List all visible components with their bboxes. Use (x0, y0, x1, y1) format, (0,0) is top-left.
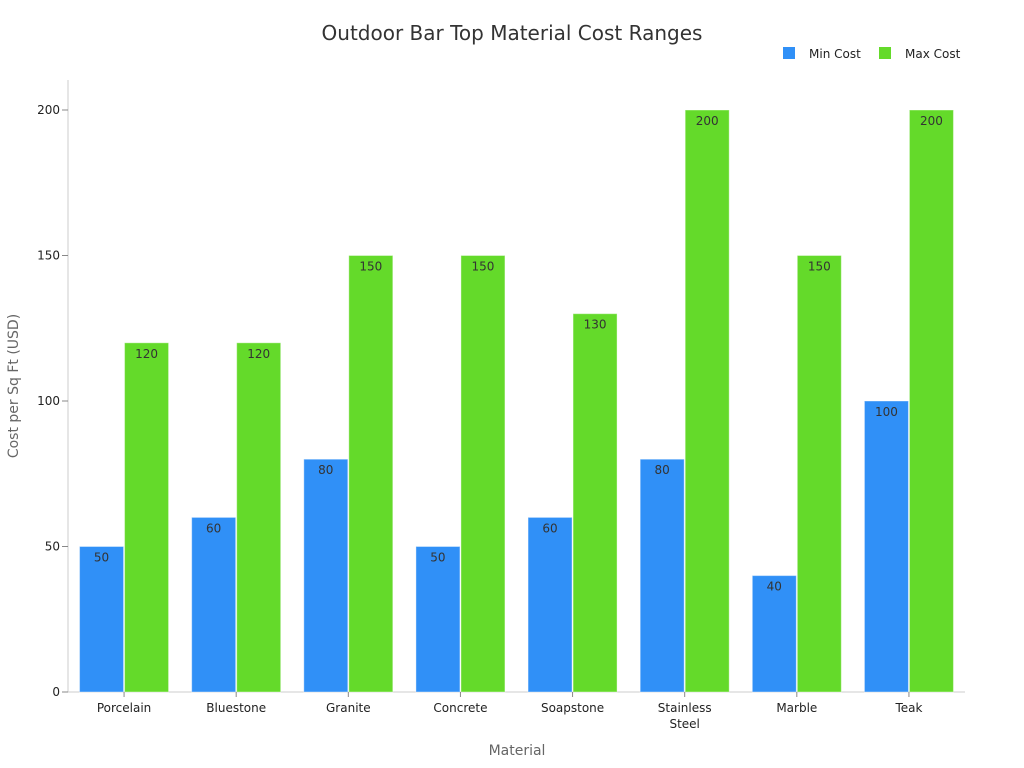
data-label: 200 (920, 114, 943, 128)
y-tick-label: 50 (45, 540, 60, 554)
legend-label: Min Cost (809, 47, 861, 61)
legend-label: Max Cost (905, 47, 961, 61)
bar-min-cost (863, 400, 909, 693)
x-tick-label: Steel (669, 717, 699, 731)
bar-min-cost (303, 458, 349, 693)
bar-max-cost (236, 342, 282, 693)
x-axis-ticks: Porcelain Bluestone Granite Concrete Soapsto… (97, 692, 922, 731)
y-tick-label: 150 (37, 249, 60, 263)
data-label: 150 (808, 260, 831, 274)
bars: 50 120 60 120 80 150 50 150 60 130 80 200 40 150 100 20… (79, 109, 954, 693)
y-axis-ticks: 0 50 100 150 200 (37, 103, 68, 699)
data-label: 50 (430, 551, 445, 565)
x-axis-title: Material (489, 743, 546, 759)
x-tick-label: Marble (776, 701, 817, 715)
data-label: 60 (206, 521, 221, 535)
y-tick-label: 0 (52, 685, 60, 699)
bar-max-cost (460, 255, 506, 693)
bar-max-cost (572, 313, 618, 693)
x-tick-label: Porcelain (97, 701, 151, 715)
bar-min-cost (79, 546, 125, 693)
bar-min-cost (751, 575, 797, 693)
data-label: 200 (696, 114, 719, 128)
data-label: 80 (318, 463, 333, 477)
data-label: 60 (542, 521, 557, 535)
chart-title: Outdoor Bar Top Material Cost Ranges (322, 21, 703, 45)
bar-min-cost (639, 458, 685, 693)
legend-swatch (879, 47, 891, 59)
data-label: 50 (94, 551, 109, 565)
bar-max-cost (908, 109, 954, 693)
bar-min-cost (527, 516, 573, 693)
data-label: 120 (247, 347, 270, 361)
data-label: 120 (135, 347, 158, 361)
x-tick-label: Teak (894, 701, 922, 715)
data-label: 80 (655, 463, 670, 477)
bar-max-cost (348, 255, 394, 693)
legend-swatch (783, 47, 795, 59)
bar-max-cost (124, 342, 170, 693)
bar-min-cost (191, 516, 237, 693)
x-tick-label: Concrete (433, 701, 487, 715)
y-tick-label: 100 (37, 394, 60, 408)
data-label: 40 (767, 580, 782, 594)
y-axis-title: Cost per Sq Ft (USD) (6, 314, 22, 458)
legend: Min Cost Max Cost (783, 47, 961, 61)
x-tick-label: Bluestone (206, 701, 266, 715)
data-label: 130 (584, 318, 607, 332)
bar-max-cost (796, 255, 842, 693)
x-tick-label: Soapstone (541, 701, 604, 715)
data-label: 150 (359, 260, 382, 274)
x-tick-label: Stainless (658, 701, 712, 715)
data-label: 100 (875, 405, 898, 419)
y-tick-label: 200 (37, 103, 60, 117)
x-tick-label: Granite (326, 701, 371, 715)
bar-min-cost (415, 546, 461, 693)
data-label: 150 (471, 260, 494, 274)
bar-max-cost (684, 109, 730, 693)
